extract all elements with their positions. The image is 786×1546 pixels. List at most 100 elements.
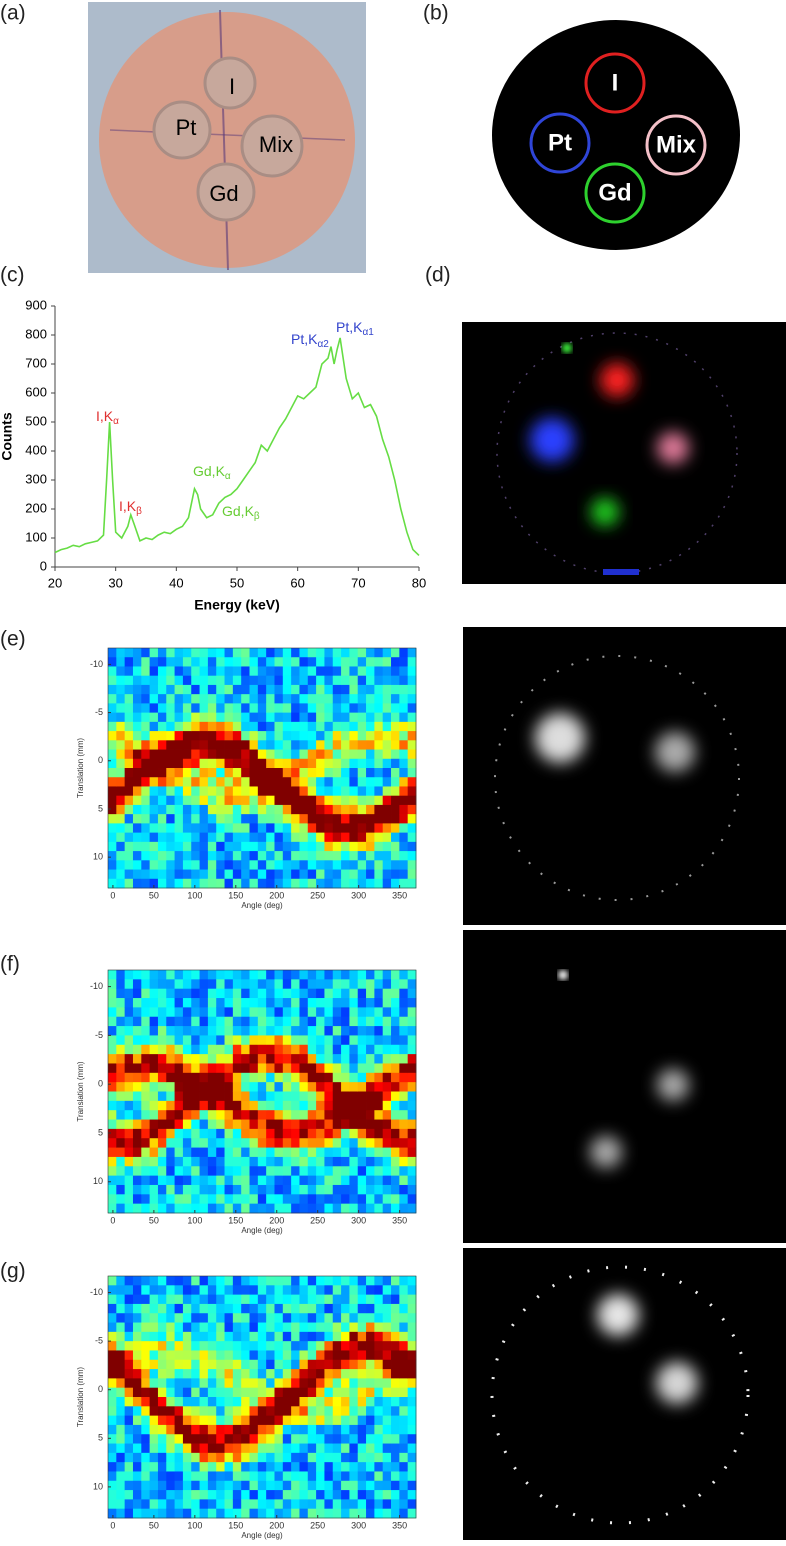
sinogram-cell: [224, 823, 234, 834]
sinogram-cell: [216, 795, 225, 806]
sinogram-cell: [141, 1035, 151, 1046]
sinogram-cell: [299, 1082, 309, 1092]
sinogram-cell: [366, 675, 375, 686]
sinogram-cell: [307, 1415, 317, 1426]
sinogram-cell: [382, 1443, 392, 1454]
sinogram-cell: [266, 1499, 275, 1510]
sinogram-cell: [232, 712, 242, 723]
sinogram-cell: [124, 1072, 134, 1083]
sinogram-cell: [149, 1166, 159, 1177]
sinogram-cell: [232, 1082, 242, 1092]
sinogram-cell: [357, 1138, 367, 1148]
sinogram-cell: [349, 1063, 359, 1074]
sinogram-cell: [249, 777, 259, 787]
sinogram-cell: [316, 804, 325, 815]
sinogram-cell: [366, 1480, 375, 1491]
sinogram-cell: [391, 1434, 400, 1444]
sinogram-cell: [249, 1184, 259, 1195]
sinogram-cell: [191, 1471, 200, 1482]
sinogram-cell: [108, 1397, 117, 1407]
sinogram-cell: [224, 1072, 234, 1083]
sinogram-cell: [266, 795, 275, 806]
sinogram-cell: [132, 1508, 142, 1519]
sinogram-cell: [224, 869, 234, 880]
sinogram-cell: [382, 804, 392, 815]
sinogram-cell: [116, 1462, 126, 1472]
sinogram-cell: [216, 1063, 225, 1074]
sinogram-cell: [257, 1313, 267, 1323]
sinogram-cell: [132, 1424, 142, 1435]
sinogram-cell: [157, 1100, 167, 1111]
sinogram-cell: [216, 823, 225, 834]
sinogram-cell: [332, 1406, 342, 1417]
sinogram-cell: [266, 731, 275, 741]
sinogram-cell: [316, 666, 325, 677]
sinogram-cell: [149, 1276, 159, 1286]
sinogram-cell: [216, 979, 225, 990]
sinogram-cell: [366, 1016, 375, 1027]
sinogram-cell: [241, 666, 250, 677]
sinogram-cell: [207, 712, 217, 723]
sinogram-cell: [174, 1331, 184, 1342]
sinogram-cell: [216, 1091, 225, 1102]
sinogram-cell: [166, 1313, 175, 1323]
sinogram-cell: [324, 1091, 334, 1102]
sinogram-cell: [124, 823, 134, 834]
sinogram-cell: [282, 758, 292, 769]
sinogram-cell: [357, 998, 367, 1008]
sinogram-cell: [349, 1313, 359, 1323]
sinogram-cell: [407, 675, 417, 686]
sinogram-cell: [191, 814, 200, 824]
sinogram-cell: [132, 1166, 142, 1177]
sinogram-cell: [391, 860, 400, 870]
sinogram-cell: [274, 841, 284, 852]
sinogram-cell: [116, 1406, 126, 1417]
sinogram-cell: [216, 1016, 225, 1027]
sinogram-cell: [324, 804, 334, 815]
sinogram-cell: [366, 1369, 375, 1379]
sinogram-cell: [232, 1091, 242, 1102]
sinogram-cell: [291, 1016, 300, 1027]
sinogram-cell: [182, 1434, 192, 1444]
sinogram-cell: [382, 1119, 392, 1130]
phantom-vial: [584, 52, 646, 114]
sinogram-cell: [274, 1007, 284, 1018]
sinogram-cell: [182, 1016, 192, 1027]
sinogram-cell: [291, 832, 300, 843]
sinogram-cell: [249, 1138, 259, 1148]
sinogram-cell: [207, 1508, 217, 1519]
sinogram-cell: [241, 1276, 250, 1286]
sinogram-cell: [224, 1434, 234, 1444]
sinogram-cell: [257, 970, 267, 980]
sinogram-cell: [266, 1490, 275, 1500]
sinogram-cell: [324, 721, 334, 732]
sinogram-cell: [116, 823, 126, 834]
sinogram-cell: [199, 1341, 209, 1351]
sinogram-cell: [382, 1462, 392, 1472]
sinogram-cell: [282, 1119, 292, 1130]
sinogram-cell: [291, 1294, 300, 1305]
sinogram-cell: [399, 1082, 409, 1092]
sinogram-cell: [282, 1016, 292, 1027]
sinogram-cell: [207, 1341, 217, 1351]
sinogram-cell: [108, 1294, 117, 1305]
x-tick-label: 30: [108, 575, 122, 590]
sinogram-cell: [157, 712, 167, 723]
sinogram-cell: [382, 998, 392, 1008]
sinogram-cell: [341, 648, 350, 658]
sinogram-cell: [191, 657, 200, 667]
sinogram-cell: [141, 1508, 151, 1519]
sinogram-cell: [116, 657, 126, 667]
sinogram-cell: [257, 1331, 267, 1342]
sinogram-cell: [366, 1128, 375, 1139]
sinogram-cell: [149, 1313, 159, 1323]
sinogram-cell: [182, 1175, 192, 1186]
sinogram-cell: [191, 1387, 200, 1398]
sinogram-cell: [199, 1156, 209, 1167]
sinogram-cell: [282, 1499, 292, 1510]
sinogram-cell: [282, 1350, 292, 1361]
sinogram-cell: [199, 1091, 209, 1102]
sinogram-cell: [257, 786, 267, 797]
sinogram-cell: [316, 1397, 325, 1407]
sinogram-cell: [241, 988, 250, 999]
